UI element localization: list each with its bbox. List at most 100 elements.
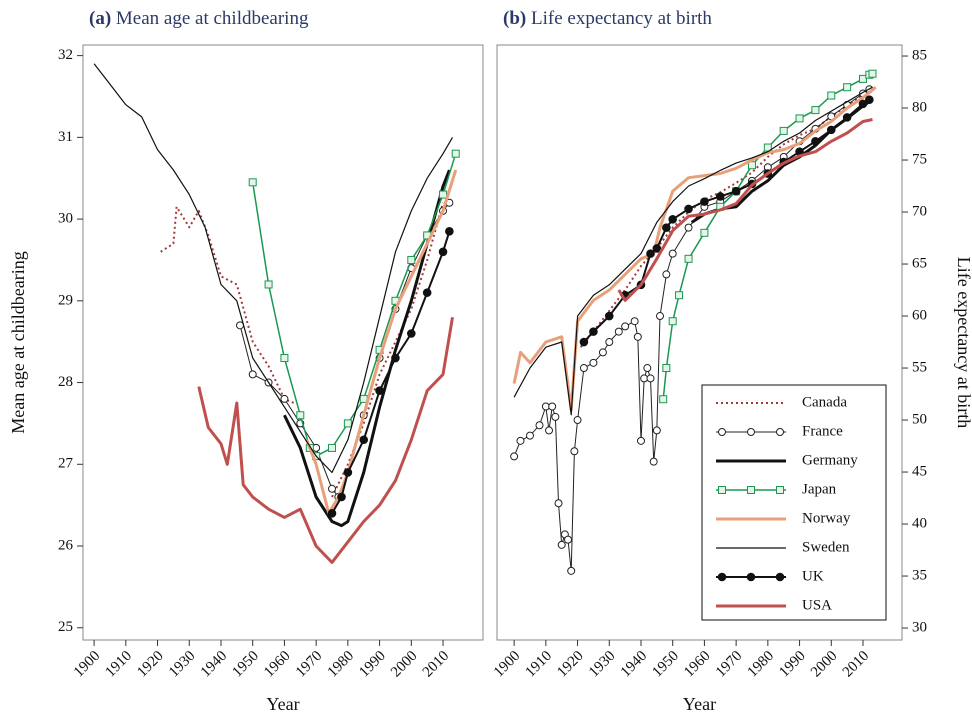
marker bbox=[248, 370, 257, 379]
marker bbox=[715, 192, 725, 201]
marker bbox=[652, 244, 662, 253]
marker bbox=[811, 137, 820, 146]
marker bbox=[280, 354, 289, 363]
marker bbox=[858, 74, 867, 83]
marker bbox=[684, 223, 693, 232]
marker bbox=[589, 327, 598, 336]
panel-label: (b) bbox=[503, 8, 526, 29]
y-tick-label: 32 bbox=[58, 47, 73, 63]
marker bbox=[573, 416, 582, 425]
marker bbox=[668, 249, 677, 258]
legend-label: Germany bbox=[802, 452, 858, 468]
y-tick-label: 30 bbox=[912, 619, 927, 635]
x-tick-label: 1970 bbox=[293, 648, 326, 681]
marker bbox=[630, 317, 639, 326]
marker bbox=[643, 364, 652, 373]
marker bbox=[525, 431, 534, 440]
series-line bbox=[331, 231, 451, 514]
y-tick-label: 70 bbox=[912, 203, 927, 219]
y-axis-label: Life expectancy at birth bbox=[954, 257, 972, 428]
x-tick-label: 1990 bbox=[776, 648, 809, 681]
marker bbox=[662, 223, 671, 232]
marker bbox=[827, 91, 836, 100]
x-tick-label: 1950 bbox=[229, 648, 262, 681]
marker bbox=[280, 394, 289, 403]
y-tick-label: 55 bbox=[912, 359, 927, 375]
marker bbox=[264, 280, 273, 289]
series-line bbox=[251, 153, 457, 457]
x-axis-label: Year bbox=[266, 694, 299, 714]
series-layer bbox=[93, 63, 460, 564]
x-tick-label: 2000 bbox=[388, 648, 421, 681]
x-tick-label: 2010 bbox=[420, 648, 453, 681]
x-tick-label: 1920 bbox=[554, 648, 587, 681]
y-tick-label: 25 bbox=[58, 619, 73, 635]
marker bbox=[375, 386, 384, 396]
series-line bbox=[160, 202, 444, 498]
y-tick-label: 80 bbox=[912, 99, 927, 115]
marker bbox=[510, 452, 519, 461]
marker bbox=[327, 509, 337, 518]
marker bbox=[747, 486, 755, 494]
legend-label: Canada bbox=[802, 394, 847, 410]
marker bbox=[545, 426, 554, 435]
series-line bbox=[579, 93, 864, 348]
marker bbox=[579, 337, 589, 347]
x-tick-label: 1900 bbox=[71, 648, 104, 681]
marker bbox=[551, 412, 560, 421]
marker bbox=[328, 484, 337, 493]
marker bbox=[359, 435, 369, 445]
marker bbox=[659, 395, 668, 404]
marker bbox=[776, 486, 784, 494]
marker bbox=[598, 348, 607, 357]
y-tick-label: 30 bbox=[58, 211, 73, 227]
marker bbox=[407, 255, 416, 264]
marker bbox=[422, 288, 432, 297]
marker bbox=[604, 311, 614, 321]
marker bbox=[557, 540, 566, 549]
panel-label: (a) bbox=[89, 8, 111, 29]
legend-box bbox=[701, 384, 887, 621]
x-tick-label: 1960 bbox=[681, 648, 714, 681]
marker bbox=[865, 95, 874, 105]
x-tick-label: 2000 bbox=[808, 648, 841, 681]
marker bbox=[343, 419, 352, 428]
marker bbox=[843, 83, 852, 92]
marker bbox=[776, 428, 784, 436]
x-tick-label: 1900 bbox=[491, 648, 524, 681]
marker bbox=[747, 161, 756, 170]
series-line bbox=[513, 86, 873, 416]
x-tick-label: 2010 bbox=[840, 648, 873, 681]
series-line bbox=[239, 202, 450, 498]
marker bbox=[439, 190, 448, 199]
y-tick-label: 28 bbox=[58, 374, 73, 390]
x-tick-label: 1970 bbox=[713, 648, 746, 681]
series-line bbox=[197, 316, 454, 564]
legend-label: Sweden bbox=[802, 539, 850, 555]
marker bbox=[795, 114, 804, 123]
x-tick-label: 1910 bbox=[103, 648, 136, 681]
x-tick-label: 1990 bbox=[356, 648, 389, 681]
y-tick-label: 27 bbox=[58, 456, 74, 472]
x-tick-label: 1920 bbox=[134, 648, 167, 681]
marker bbox=[718, 428, 726, 436]
x-tick-label: 1910 bbox=[523, 648, 556, 681]
marker bbox=[438, 247, 448, 257]
marker bbox=[779, 126, 788, 135]
marker bbox=[614, 327, 623, 336]
marker bbox=[605, 338, 614, 347]
marker bbox=[328, 443, 337, 452]
marker bbox=[564, 535, 573, 544]
marker bbox=[652, 426, 661, 435]
marker bbox=[675, 291, 684, 300]
marker bbox=[668, 317, 677, 326]
marker bbox=[717, 572, 727, 582]
marker bbox=[337, 492, 346, 502]
series-line bbox=[283, 169, 451, 528]
chart-title: (b) Life expectancy at birth bbox=[503, 8, 712, 29]
marker bbox=[633, 332, 642, 341]
marker bbox=[826, 125, 836, 135]
x-tick-label: 1980 bbox=[745, 648, 778, 681]
marker bbox=[662, 270, 671, 279]
